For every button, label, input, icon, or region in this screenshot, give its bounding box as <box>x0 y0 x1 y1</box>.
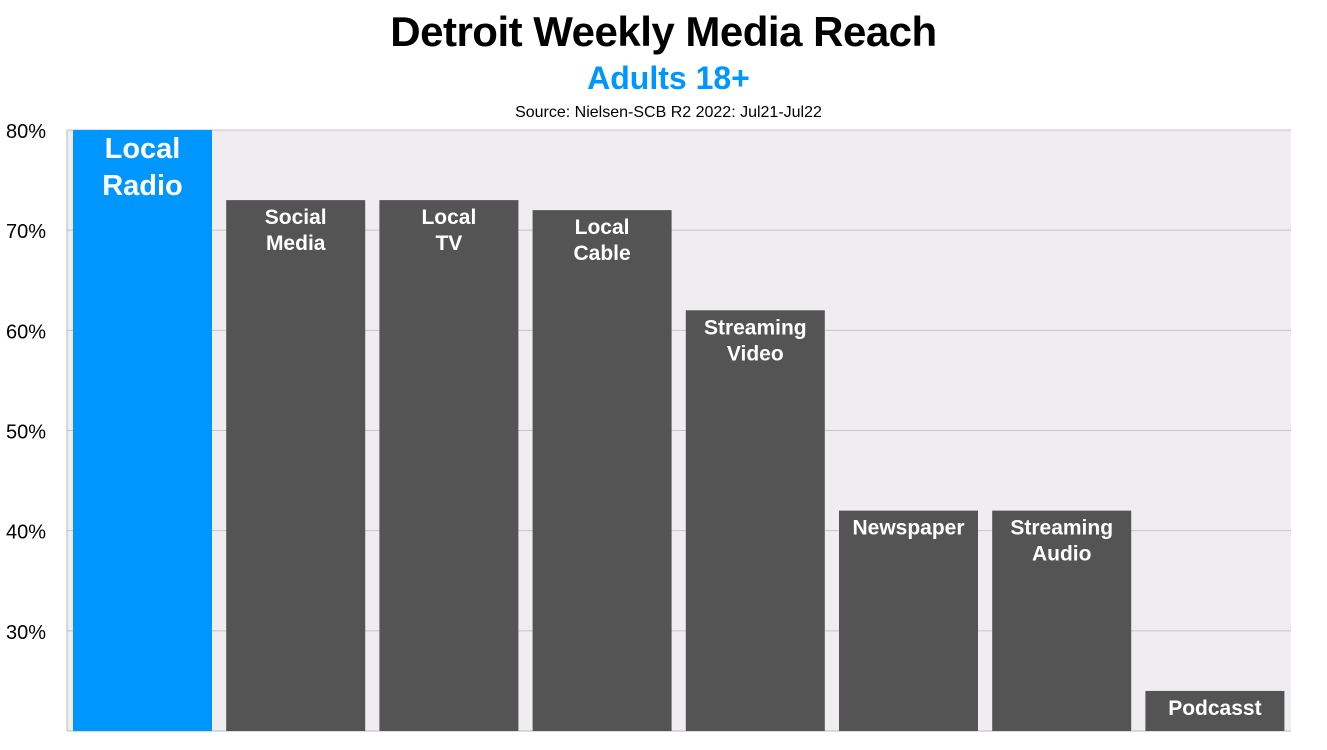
bar <box>1145 690 1285 731</box>
bar <box>226 200 366 731</box>
bar-label: Streaming <box>704 316 807 339</box>
bar-label: Local <box>575 216 630 239</box>
bar-label: Media <box>266 232 326 255</box>
bar-label: Local <box>421 206 476 229</box>
bar-label: Audio <box>1032 543 1091 566</box>
chart-title: Detroit Weekly Media Reach <box>390 8 937 55</box>
chart-source: Source: Nielsen-SCB R2 2022: Jul21-Jul22 <box>515 104 822 121</box>
bar <box>532 210 672 732</box>
bar-label: TV <box>435 232 462 255</box>
bar <box>685 310 825 731</box>
y-tick-label: 30% <box>6 622 46 644</box>
chart-subtitle: Adults 18+ <box>587 60 750 96</box>
bar-label: Radio <box>102 170 183 202</box>
bar <box>839 510 978 731</box>
y-tick-label: 40% <box>6 522 46 544</box>
bar-label: Streaming <box>1010 517 1113 540</box>
y-tick-label: 60% <box>6 321 46 343</box>
bar-label: Local <box>105 133 181 165</box>
y-tick-label: 50% <box>6 422 46 444</box>
bar <box>992 510 1132 731</box>
bar <box>73 130 212 731</box>
y-tick-label: 70% <box>6 221 46 243</box>
bar <box>379 200 519 731</box>
bar-label: Podcasst <box>1168 697 1261 720</box>
y-tick-label: 80% <box>6 121 46 143</box>
bar-label: Video <box>727 342 784 365</box>
bar-label: Newspaper <box>852 517 964 540</box>
bar-label: Cable <box>574 242 631 265</box>
bar-label: Social <box>265 206 327 229</box>
